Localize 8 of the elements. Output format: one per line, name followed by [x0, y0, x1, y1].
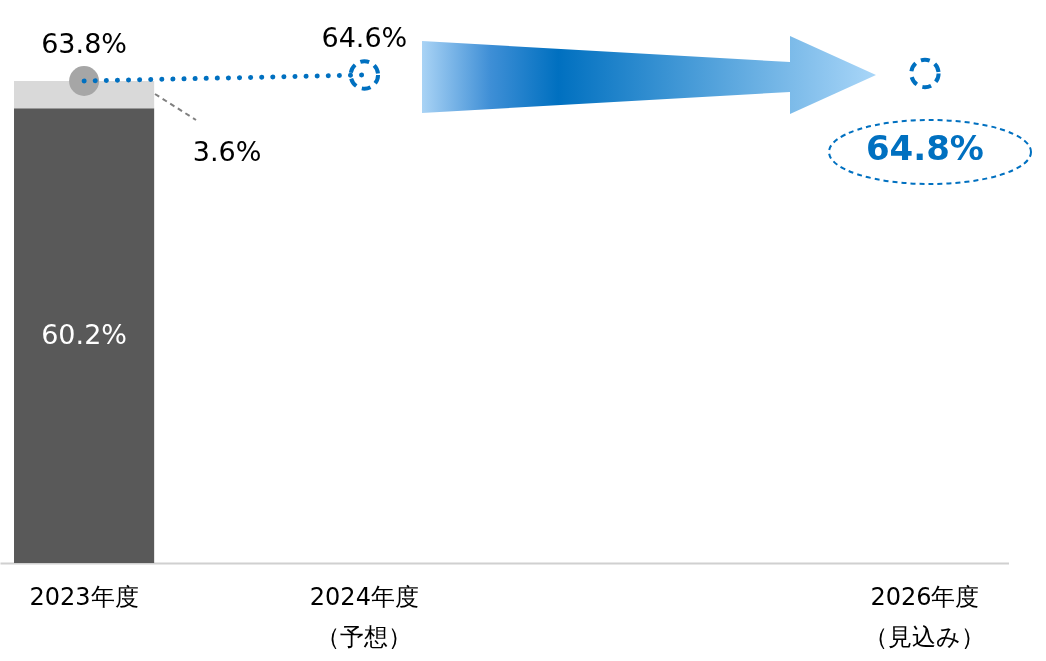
x-tick-label: 2023年度	[29, 582, 139, 611]
data-label: 63.8%	[41, 27, 127, 59]
data-label: 64.8%	[865, 128, 984, 169]
data-label: 60.2%	[41, 318, 127, 350]
x-tick-label: 2024年度（予想）	[309, 582, 419, 651]
data-label: 3.6%	[192, 135, 262, 167]
data-label: 64.6%	[321, 21, 408, 53]
x-tick-label: 2026年度（見込み）	[864, 582, 986, 651]
